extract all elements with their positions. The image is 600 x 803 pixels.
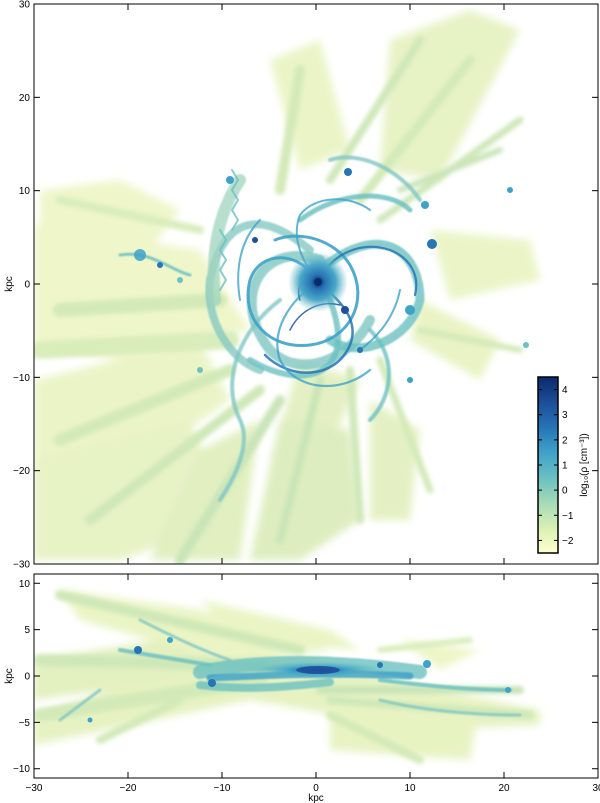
colorbar-tick-label: −1 (562, 511, 574, 522)
face-on-density-map (34, 10, 540, 564)
colorbar-tick-label: 2 (562, 435, 568, 446)
colorbar-tick-label: −2 (562, 536, 574, 547)
colorbar: −2 −1 0 1 2 3 4 log₁₀(ρ [cm⁻³]) (537, 376, 590, 554)
bottom-x-tick-label: 20 (498, 783, 510, 794)
bottom-x-tick-label: 30 (592, 783, 600, 794)
edge-on-density-map (34, 590, 540, 764)
top-y-tick-label: −30 (13, 560, 30, 571)
bottom-x-tick-label: 0 (313, 783, 319, 794)
colorbar-tick-label: 4 (562, 385, 568, 396)
bottom-x-axis: −30 −20 −10 0 10 20 30 (26, 574, 600, 794)
bottom-x-tick-label: −20 (120, 783, 137, 794)
bottom-y-axis-label: kpc (4, 668, 15, 684)
bottom-y-tick-label: 10 (19, 579, 31, 590)
top-y-tick-label: 0 (24, 280, 30, 291)
colorbar-tick-label: 3 (562, 410, 568, 421)
top-y-tick-label: 10 (19, 186, 31, 197)
top-y-tick-label: 20 (19, 93, 31, 104)
bottom-y-tick-label: −5 (19, 718, 31, 729)
top-y-axis-label: kpc (4, 276, 15, 292)
bottom-x-tick-label: −30 (26, 783, 43, 794)
bottom-y-tick-label: 0 (24, 672, 30, 683)
colorbar-label: log₁₀(ρ [cm⁻³]) (579, 433, 590, 497)
colorbar-tick-label: 0 (562, 486, 568, 497)
bottom-y-axis: −10 −5 0 5 10 (13, 579, 598, 775)
bottom-x-axis-label: kpc (308, 793, 324, 803)
top-y-tick-label: −10 (13, 373, 30, 384)
top-y-tick-label: 30 (19, 0, 31, 11)
bottom-x-tick-label: 10 (404, 783, 416, 794)
colorbar-tick-label: 1 (562, 461, 568, 472)
colorbar-ticks: −2 −1 0 1 2 3 4 (538, 385, 574, 547)
bottom-x-tick-label: −10 (214, 783, 231, 794)
top-x-tick-marks (33, 4, 599, 564)
bottom-y-tick-label: −10 (13, 764, 30, 775)
bottom-y-tick-label: 5 (24, 625, 30, 636)
top-y-tick-label: −20 (13, 466, 30, 477)
